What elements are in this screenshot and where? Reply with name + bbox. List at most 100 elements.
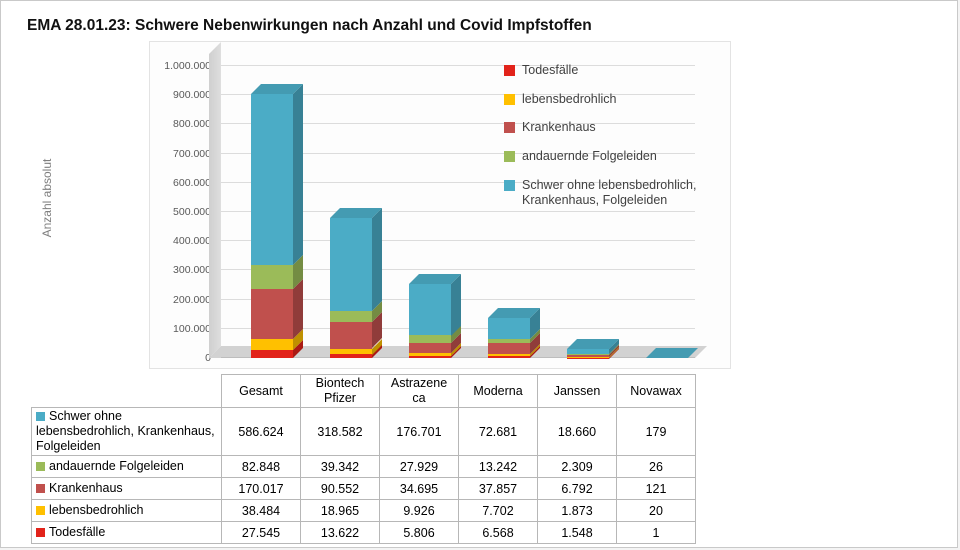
bar-segment: [567, 344, 619, 356]
table-value-cell: 9.926: [379, 499, 459, 522]
gridline: [221, 65, 695, 66]
category-header: Novawax: [616, 374, 696, 408]
table-value-cell: 27.929: [379, 455, 459, 478]
chart-section: Anzahl absolut 0 100.000 200.000 300.000 400…: [31, 41, 941, 371]
y-axis-title: Anzahl absolut: [40, 158, 54, 238]
gridline: [221, 269, 695, 271]
legend-label: Todesfälle: [522, 63, 579, 77]
table-value-cell: 179: [616, 407, 696, 456]
series-swatch-icon: [36, 483, 45, 493]
bar-segment: [251, 254, 303, 290]
bar-segment: [251, 339, 303, 358]
category-header: Astrazene ca: [379, 374, 459, 408]
table-value-cell: 2.309: [537, 455, 617, 478]
bar-segment: [488, 328, 540, 343]
y-tick-label: 100.000: [173, 322, 211, 335]
table-value-cell: 39.342: [300, 455, 380, 478]
category-header: Gesamt: [221, 374, 301, 408]
table-value-cell: 6.792: [537, 477, 617, 500]
table-value-cell: 90.552: [300, 477, 380, 500]
table-value-cell: 1: [616, 521, 696, 544]
table-row: Schwer ohne lebensbedrohlich, Krankenhau…: [31, 407, 696, 456]
table-value-cell: 170.017: [221, 477, 301, 500]
legend-swatch-icon: [504, 65, 515, 76]
table-value-cell: 13.622: [300, 521, 380, 544]
y-tick-label: 900.000: [173, 89, 211, 102]
bar-segment: [567, 345, 619, 358]
y-tick-label: 700.000: [173, 147, 211, 160]
plot-area: [209, 42, 707, 366]
legend-label: Krankenhaus: [522, 120, 596, 135]
table-value-cell: 5.806: [379, 521, 459, 544]
table-value-cell: 37.857: [458, 477, 538, 500]
table-value-cell: 121: [616, 477, 696, 500]
series-swatch-icon: [36, 505, 45, 515]
table-value-cell: 586.624: [221, 407, 301, 456]
y-tick-label: 1.000.000: [164, 60, 211, 72]
table-value-cell: 82.848: [221, 455, 301, 478]
chart-3d-left-wall: [209, 42, 221, 358]
bar-segment: [330, 344, 382, 358]
series-swatch-icon: [36, 461, 45, 471]
bar-segment-side-face: [293, 279, 303, 339]
bar-segment: [251, 328, 303, 350]
series-label-cell: Schwer ohne lebensbedrohlich, Krankenhau…: [31, 407, 222, 456]
legend-item: andauernde Folgeleiden: [504, 149, 722, 165]
table-value-cell: 1.873: [537, 499, 617, 522]
table-row: Todesfälle 27.545 13.622 5.806 6.568 1.548 1: [31, 521, 696, 544]
gridline: [221, 181, 695, 183]
series-label-cell: Krankenhaus: [31, 477, 222, 500]
y-tick-label: 300.000: [173, 264, 211, 277]
y-tick-label: 800.000: [173, 118, 211, 131]
table-value-cell: 38.484: [221, 499, 301, 522]
legend-item: Todesfälle: [504, 63, 722, 79]
table-value-cell: 18.965: [300, 499, 380, 522]
table-blank-corner: [32, 375, 222, 408]
bar-segment: [330, 312, 382, 349]
category-header: Biontech Pfizer: [300, 374, 380, 408]
legend-item: Krankenhaus: [504, 120, 722, 136]
series-swatch-icon: [36, 411, 45, 421]
table-value-cell: 18.660: [537, 407, 617, 456]
y-tick-label: 600.000: [173, 176, 211, 189]
table-row: Krankenhaus 170.017 90.552 34.695 37.857 6.79…: [31, 477, 696, 500]
bar-segment: [251, 279, 303, 339]
bar-segment: [567, 347, 619, 358]
bar-segment: [488, 346, 540, 358]
y-tick-label: 0: [123, 351, 211, 365]
bar-segment: [330, 338, 382, 355]
gridline: [221, 240, 695, 242]
series-label-cell: Todesfälle: [31, 521, 222, 544]
category-header: Moderna: [458, 374, 538, 408]
table-row: lebensbedrohlich 38.484 18.965 9.926 7.702 1.…: [31, 499, 696, 522]
category-header: Janssen: [537, 374, 617, 408]
bar-segment-side-face: [451, 273, 461, 336]
y-tick-label: 400.000: [173, 235, 211, 248]
table-header-row: Gesamt Biontech Pfizer Astrazene ca Moderna…: [32, 374, 696, 408]
series-label-cell: andauernde Folgeleiden: [31, 455, 222, 478]
data-table-wrap: Gesamt Biontech Pfizer Astrazene ca Moderna…: [31, 374, 957, 544]
table-value-cell: 34.695: [379, 477, 459, 500]
bar-segment: [251, 83, 303, 265]
y-tick-label: 500.000: [173, 206, 211, 218]
bar-segment-side-face: [293, 83, 303, 265]
bar-segment: [488, 343, 540, 357]
legend-label: andauernde Folgeleiden: [522, 148, 657, 163]
bar-segment: [567, 338, 619, 355]
series-label-cell: lebensbedrohlich: [31, 499, 222, 522]
legend-swatch-icon: [504, 179, 515, 191]
table-value-cell: 7.702: [458, 499, 538, 522]
table-value-cell: 13.242: [458, 455, 538, 478]
table-value-cell: 72.681: [458, 407, 538, 456]
table-value-cell: 176.701: [379, 407, 459, 456]
chart-legend: Todesfälle lebensbedrohlich Krankenhaus and…: [504, 63, 722, 209]
gridline: [221, 211, 695, 212]
table-value-cell: 1.548: [537, 521, 617, 544]
bar-segment: [409, 325, 461, 344]
x-axis-line: [221, 357, 695, 358]
legend-item: Schwer ohne lebensbedrohlich, Krankenhau…: [504, 178, 722, 209]
bar-segment: [330, 207, 382, 311]
data-table: Gesamt Biontech Pfizer Astrazene ca Moderna…: [31, 374, 696, 544]
table-value-cell: 6.568: [458, 521, 538, 544]
